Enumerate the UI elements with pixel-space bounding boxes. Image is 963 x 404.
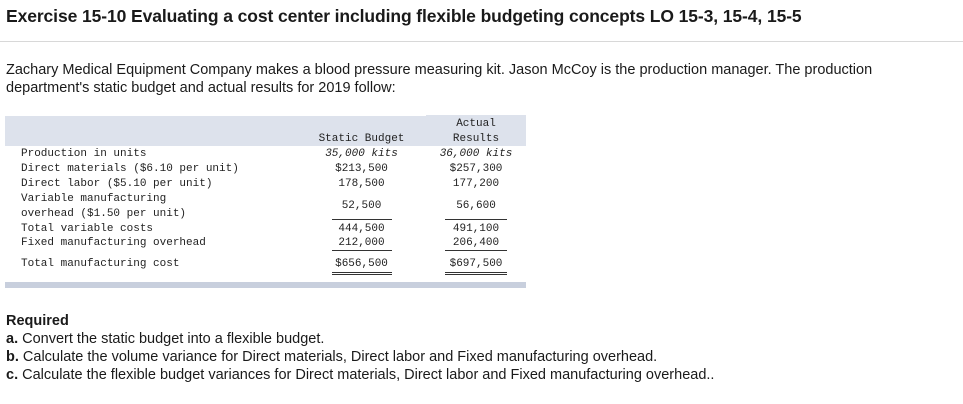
row-static-variable-overhead: 52,500 <box>341 200 382 212</box>
actual-subtotal-underline <box>445 219 507 220</box>
row-static-fixed-overhead: 212,000 <box>338 237 385 249</box>
required-heading: Required <box>6 313 69 329</box>
row-actual-total-manufacturing: $697,500 <box>449 258 503 270</box>
actual-double-underline-2 <box>445 274 507 275</box>
header-actual-line1: Actual <box>456 118 496 130</box>
required-item-c: c. Calculate the flexible budget varianc… <box>6 367 715 383</box>
intro-paragraph: Zachary Medical Equipment Company makes … <box>6 62 873 96</box>
static-double-underline-2 <box>332 274 392 275</box>
row-actual-direct-labor: 177,200 <box>452 178 500 190</box>
row-actual-variable-overhead: 56,600 <box>456 200 496 212</box>
row-actual-production: 36,000 kits <box>439 148 513 160</box>
actual-double-underline-1 <box>445 272 507 273</box>
static-total-underline <box>332 250 392 251</box>
row-label-fixed-overhead: Fixed manufacturing overhead <box>21 237 206 249</box>
row-static-total-variable: 444,500 <box>338 223 385 235</box>
required-item-a: a. Convert the static budget into a flex… <box>6 331 325 347</box>
row-static-direct-materials: $213,500 <box>335 163 388 175</box>
header-actual-line2: Results <box>452 133 500 145</box>
header-static-budget: Static Budget <box>318 133 405 145</box>
static-subtotal-underline <box>332 219 392 220</box>
row-label-total-variable: Total variable costs <box>21 223 154 235</box>
title-divider <box>0 41 963 42</box>
row-label-direct-materials: Direct materials ($6.10 per unit) <box>21 163 239 175</box>
row-label-production: Production in units <box>21 148 147 160</box>
actual-total-underline <box>445 250 507 251</box>
row-static-direct-labor: 178,500 <box>338 178 385 190</box>
row-actual-direct-materials: $257,300 <box>449 163 503 175</box>
row-actual-fixed-overhead: 206,400 <box>452 237 500 249</box>
actual-header-band <box>426 115 526 146</box>
row-actual-total-variable: 491,100 <box>452 223 500 235</box>
required-item-b: b. Calculate the volume variance for Dir… <box>6 349 658 365</box>
budget-table: Actual Static Budget Results Production … <box>5 115 526 290</box>
page-title: Exercise 15-10 Evaluating a cost center … <box>6 6 802 26</box>
required-section: Required a. Convert the static budget in… <box>6 312 714 384</box>
row-label-direct-labor: Direct labor ($5.10 per unit) <box>21 178 213 190</box>
row-static-total-manufacturing: $656,500 <box>335 258 388 270</box>
static-double-underline-1 <box>332 272 392 273</box>
row-label-variable-overhead-line2: overhead ($1.50 per unit) <box>21 208 187 220</box>
row-static-production: 35,000 kits <box>325 148 398 160</box>
table-bottom-bar <box>5 282 526 288</box>
row-label-variable-overhead-line1: Variable manufacturing <box>21 193 167 205</box>
row-label-total-manufacturing: Total manufacturing cost <box>21 258 180 270</box>
